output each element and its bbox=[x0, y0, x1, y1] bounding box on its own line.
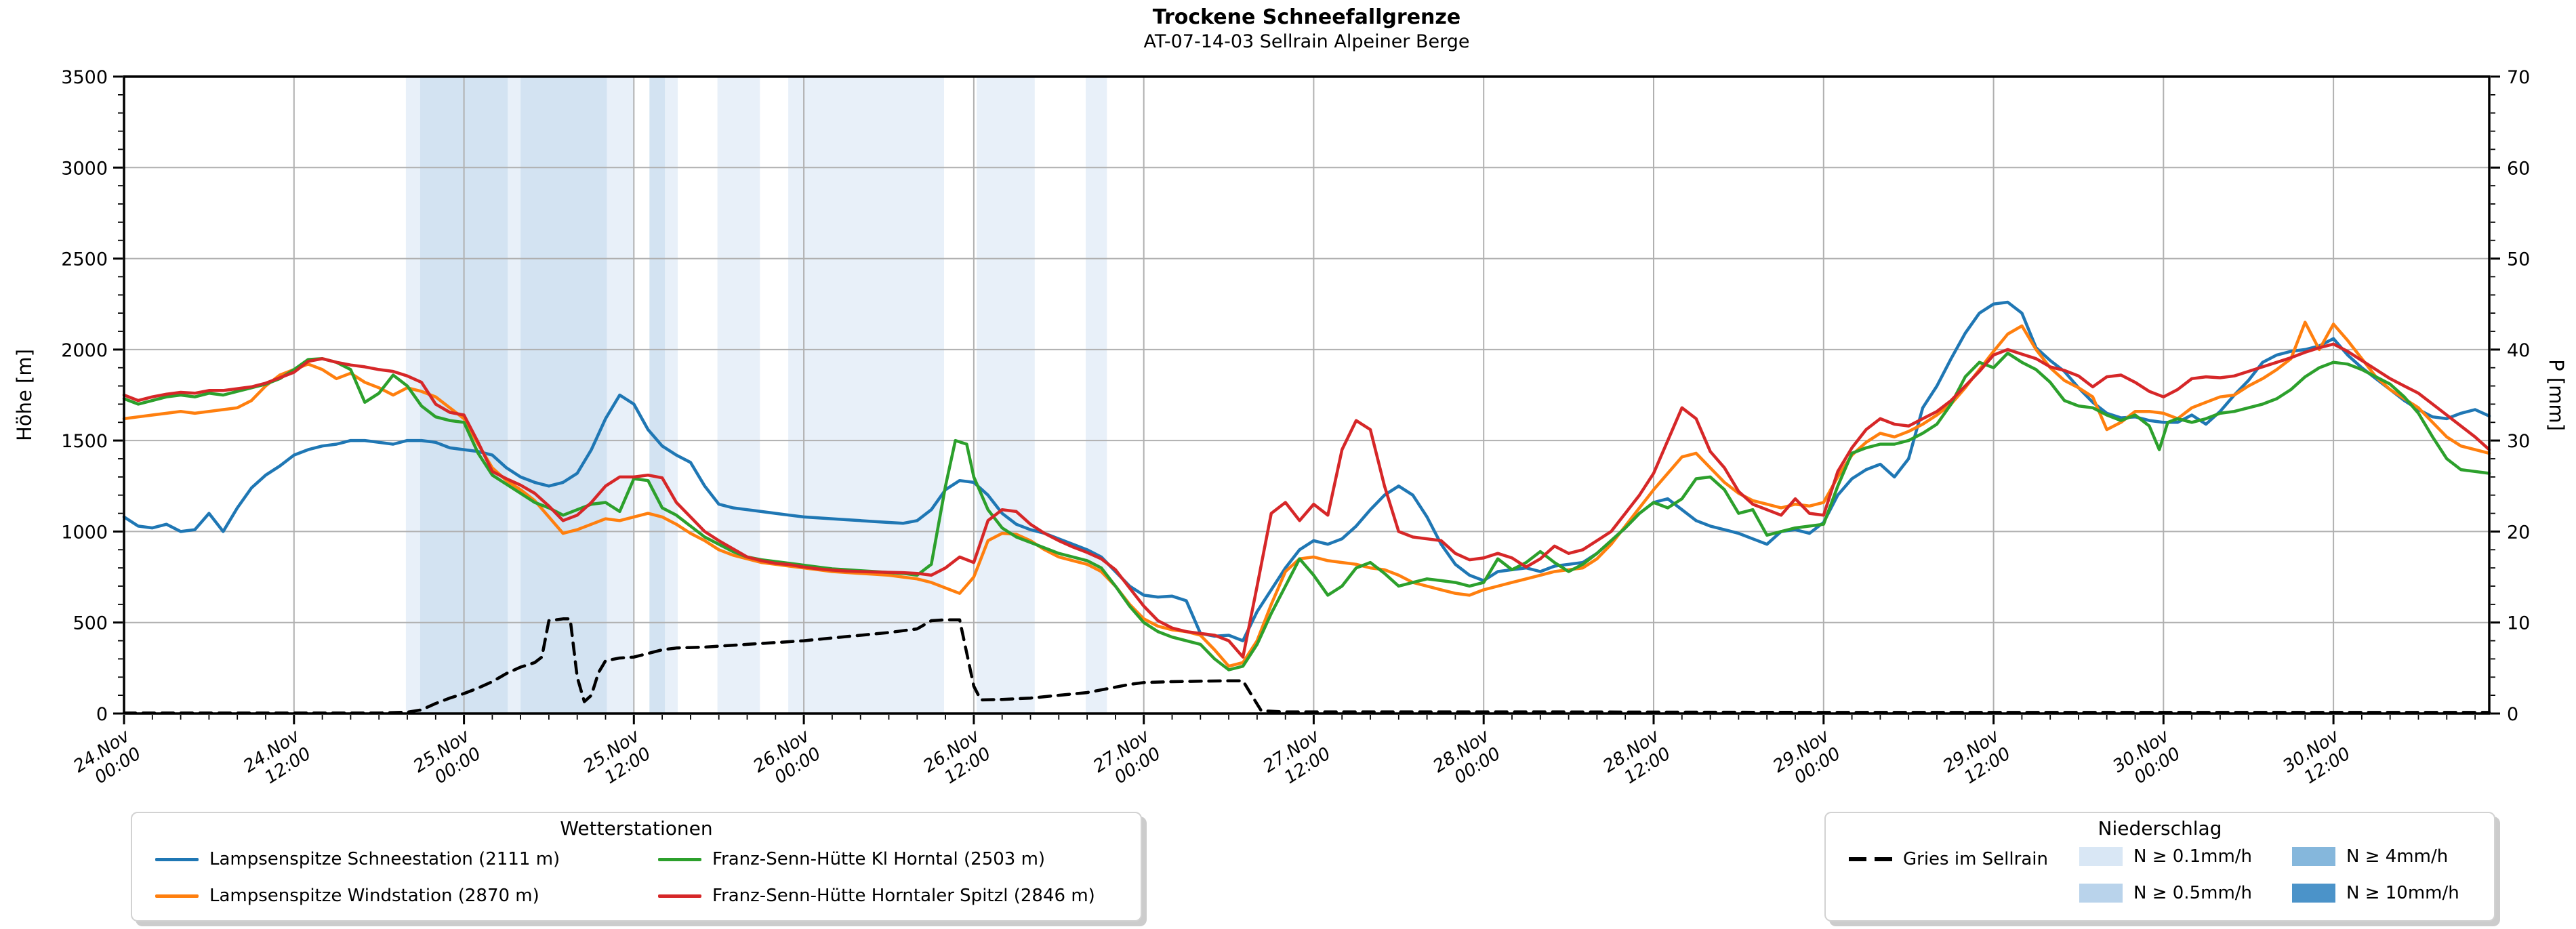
y-tick-label: 30 bbox=[2507, 431, 2530, 452]
series-line-lampsenspitze-windstation-2870-m- bbox=[122, 321, 2491, 668]
legend-item-label: Franz-Senn-Hütte Horntaler Spitzl (2846 … bbox=[712, 886, 1095, 906]
y-tick-labels-right: 0 10 20 30 40 50 60 70 bbox=[2507, 67, 2530, 725]
y-axis-label-right: P [mm] bbox=[2545, 359, 2568, 431]
legend-precip-title: Niederschlag bbox=[2098, 817, 2222, 840]
precip-band bbox=[520, 77, 607, 714]
y-tick-label: 2500 bbox=[61, 249, 108, 270]
x-tick-label: 30.Nov12:00 bbox=[2279, 726, 2354, 795]
grid-lines bbox=[124, 77, 2489, 714]
precip-band bbox=[977, 77, 1035, 714]
x-tick-label: 29.Nov12:00 bbox=[1940, 726, 2015, 795]
y-tick-label: 50 bbox=[2507, 249, 2530, 270]
data-series bbox=[122, 300, 2491, 715]
x-tick-labels: 24.Nov00:00 24.Nov12:00 25.Nov00:00 25.Nov1… bbox=[70, 726, 2354, 795]
line-sample-icon bbox=[155, 857, 199, 861]
chart-title: Trockene Schneefallgrenze bbox=[1152, 5, 1461, 29]
precip-band bbox=[508, 77, 521, 714]
precip-patch-icon bbox=[2079, 884, 2123, 903]
legend-precipitation: Niederschlag Gries im Sellrain N ≥ 0.1mm… bbox=[1824, 812, 2495, 922]
legend-item-label: N ≥ 0.1mm/h bbox=[2133, 846, 2253, 867]
y-tick-label: 1500 bbox=[61, 431, 108, 452]
series-line-gries-im-sellrain bbox=[122, 617, 2491, 715]
axis-ticks bbox=[113, 75, 2500, 724]
legend-item-label: N ≥ 10mm/h bbox=[2346, 883, 2459, 903]
y-tick-label: 40 bbox=[2507, 340, 2530, 361]
line-sample-icon bbox=[155, 894, 199, 898]
series-line-franz-senn-h-tte-horntaler-spitzl-2846-m- bbox=[122, 342, 2491, 659]
x-tick-label: 28.Nov00:00 bbox=[1429, 726, 1505, 795]
x-tick-label: 29.Nov00:00 bbox=[1770, 726, 1845, 795]
y-tick-label: 500 bbox=[73, 613, 108, 634]
y-tick-label: 3000 bbox=[61, 158, 108, 179]
legend-item-label: Lampsenspitze Windstation (2870 m) bbox=[209, 886, 539, 906]
legend-stations-title: Wetterstationen bbox=[560, 817, 713, 840]
precip-band bbox=[788, 77, 944, 714]
y-tick-label: 20 bbox=[2507, 522, 2530, 543]
precip-patch-icon bbox=[2292, 884, 2335, 903]
x-tick-label: 25.Nov00:00 bbox=[410, 726, 485, 795]
legend-item: Lampsenspitze Windstation (2870 m) bbox=[155, 881, 539, 911]
x-tick-label: 24.Nov00:00 bbox=[70, 726, 145, 795]
y-tick-label: 3500 bbox=[61, 67, 108, 88]
legend-item: N ≥ 0.1mm/h bbox=[2079, 842, 2252, 871]
legend-item: N ≥ 4mm/h bbox=[2292, 842, 2448, 871]
x-tick-label: 25.Nov12:00 bbox=[580, 726, 655, 795]
x-tick-label: 26.Nov00:00 bbox=[750, 726, 825, 795]
y-tick-label: 10 bbox=[2507, 613, 2530, 634]
y-tick-labels-left: 0 500 1000 1500 2000 2500 3000 3500 bbox=[61, 67, 108, 725]
x-tick-label: 30.Nov00:00 bbox=[2110, 726, 2185, 795]
line-sample-icon bbox=[658, 857, 701, 861]
y-tick-label: 0 bbox=[96, 704, 108, 725]
x-tick-label: 28.Nov12:00 bbox=[1599, 726, 1675, 795]
legend-item-label: Gries im Sellrain bbox=[1903, 849, 2048, 869]
legend-item: Franz-Senn-Hütte Horntaler Spitzl (2846 … bbox=[658, 881, 1095, 911]
precip-band bbox=[1086, 77, 1107, 714]
precip-patch-icon bbox=[2292, 847, 2335, 866]
y-axis-label-left: Höhe [m] bbox=[13, 349, 36, 441]
series-line-franz-senn-h-tte-kl-horntal-2503-m- bbox=[122, 351, 2491, 672]
x-tick-label: 27.Nov12:00 bbox=[1260, 726, 1335, 795]
legend-item: Gries im Sellrain bbox=[1849, 844, 2048, 874]
x-tick-label: 26.Nov12:00 bbox=[920, 726, 995, 795]
y-tick-label: 1000 bbox=[61, 522, 108, 543]
precip-band bbox=[649, 77, 666, 714]
precip-band bbox=[717, 77, 760, 714]
y-tick-label: 60 bbox=[2507, 158, 2530, 179]
x-tick-label: 24.Nov12:00 bbox=[240, 726, 315, 795]
legend-item-label: Lampsenspitze Schneestation (2111 m) bbox=[209, 849, 560, 869]
x-tick-label: 27.Nov00:00 bbox=[1090, 726, 1165, 795]
y-tick-label: 0 bbox=[2507, 704, 2518, 725]
legend-item: N ≥ 0.5mm/h bbox=[2079, 878, 2252, 908]
legend-item: N ≥ 10mm/h bbox=[2292, 878, 2459, 908]
legend-item-label: N ≥ 4mm/h bbox=[2346, 846, 2449, 867]
y-tick-label: 70 bbox=[2507, 67, 2530, 88]
legend-item-label: Franz-Senn-Hütte Kl Horntal (2503 m) bbox=[712, 849, 1046, 869]
chart-subtitle: AT-07-14-03 Sellrain Alpeiner Berge bbox=[1143, 31, 1470, 52]
legend-item-label: N ≥ 0.5mm/h bbox=[2133, 883, 2253, 903]
precip-bands bbox=[405, 77, 1107, 714]
legend-item: Lampsenspitze Schneestation (2111 m) bbox=[155, 844, 560, 874]
dashed-line-sample-icon bbox=[1849, 857, 1892, 861]
line-sample-icon bbox=[658, 894, 701, 898]
legend-item: Franz-Senn-Hütte Kl Horntal (2503 m) bbox=[658, 844, 1045, 874]
legend-stations: Wetterstationen Lampsenspitze Schneestat… bbox=[131, 812, 1142, 922]
y-tick-label: 2000 bbox=[61, 340, 108, 361]
precip-patch-icon bbox=[2079, 847, 2123, 866]
plot-border bbox=[123, 75, 2491, 715]
precip-band bbox=[665, 77, 678, 714]
